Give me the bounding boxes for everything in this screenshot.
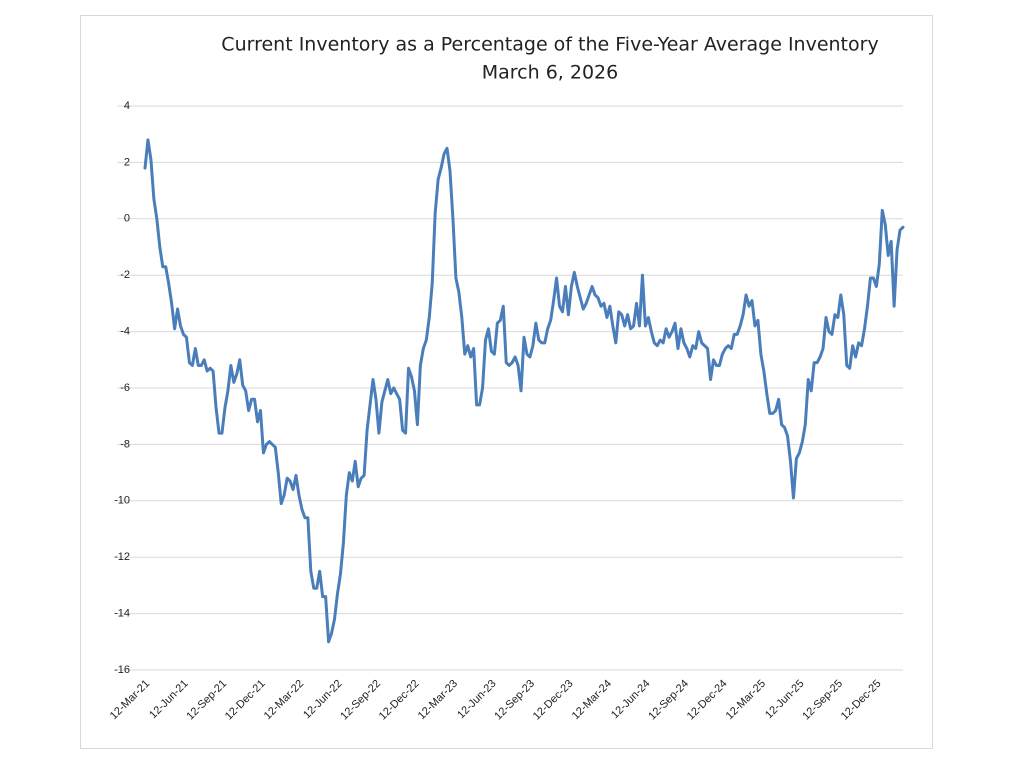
chart-subtitle: March 6, 2026 xyxy=(482,62,618,84)
y-tick-label: 2 xyxy=(124,156,130,168)
y-tick-label: -8 xyxy=(120,438,130,450)
chart-title: Current Inventory as a Percentage of the… xyxy=(221,34,878,56)
y-tick-label: -6 xyxy=(120,382,130,394)
y-tick-label: 0 xyxy=(124,213,130,225)
y-tick-label: -12 xyxy=(114,551,130,563)
y-tick-label: -2 xyxy=(120,269,130,281)
y-tick-label: -10 xyxy=(114,495,130,507)
y-tick-label: 4 xyxy=(124,100,130,112)
y-tick-label: -4 xyxy=(120,326,130,338)
chart-frame xyxy=(80,15,933,749)
y-tick-label: -16 xyxy=(114,664,130,676)
data-line xyxy=(143,138,905,644)
y-tick-label: -14 xyxy=(114,608,130,620)
